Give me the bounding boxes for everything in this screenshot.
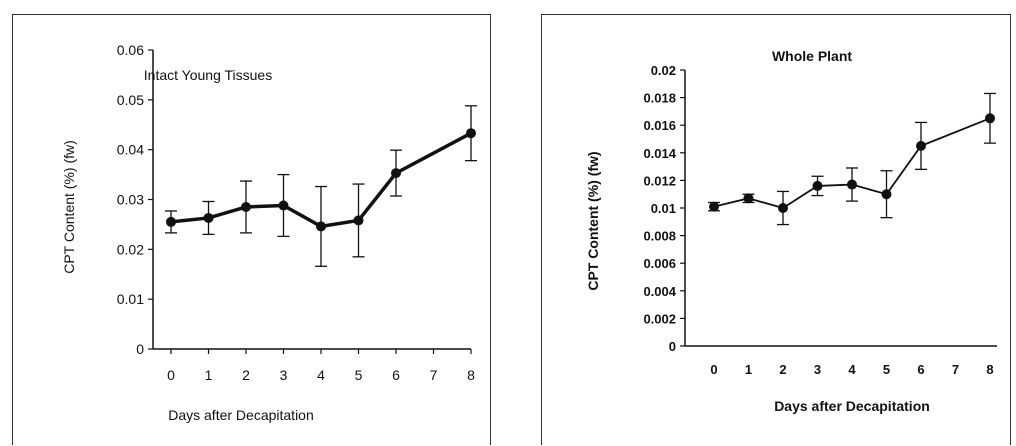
x-tick-label: 7	[952, 362, 959, 377]
data-point	[241, 201, 251, 212]
x-tick-label: 8	[467, 367, 475, 383]
x-tick-label: 5	[883, 362, 890, 377]
y-tick-label: 0.06	[117, 42, 144, 58]
y-tick-label: 0.03	[117, 192, 144, 208]
x-tick-label: 5	[355, 367, 363, 383]
y-tick-label: 0.018	[643, 91, 676, 106]
data-point	[391, 168, 401, 179]
x-tick-label: 2	[779, 362, 786, 377]
x-tick-label: 1	[745, 362, 752, 377]
x-tick-label: 7	[430, 367, 438, 383]
x-tick-label: 3	[280, 367, 288, 383]
x-tick-label: 1	[205, 367, 213, 383]
y-axis-label: CPT Content (%) (fw)	[585, 151, 601, 290]
x-axis-label: Days after Decapitation	[168, 407, 314, 423]
chart-whole-plant: Whole Plant Days after Decapitation CPT …	[585, 48, 997, 414]
x-tick-label: 0	[710, 362, 717, 377]
data-point	[812, 180, 823, 191]
data-point	[166, 216, 176, 227]
y-tick-label: 0	[136, 341, 144, 357]
series-line	[170, 131, 472, 229]
data-point	[316, 221, 326, 232]
x-tick-label: 6	[917, 362, 924, 377]
series-line	[713, 117, 991, 209]
x-tick-label: 4	[317, 367, 325, 383]
x-tick-label: 6	[392, 367, 400, 383]
data-point	[203, 212, 214, 223]
chart-panel-whole-plant: Whole Plant Days after Decapitation CPT …	[541, 14, 1011, 445]
data-point	[709, 201, 719, 212]
x-axis-label: Days after Decapitation	[774, 398, 930, 414]
y-tick-label: 0	[669, 339, 676, 354]
data-point	[778, 203, 788, 213]
data-point	[743, 193, 754, 204]
chart-intact-young-tissues: Intact Young Tissues Days after Decapita…	[61, 42, 477, 423]
data-point	[881, 189, 892, 200]
chart-title: Whole Plant	[772, 48, 852, 64]
data-point	[278, 200, 289, 211]
y-tick-label: 0.01	[117, 291, 144, 307]
data-point	[916, 140, 926, 151]
y-tick-label: 0.014	[643, 146, 676, 161]
y-axis-label: CPT Content (%) (fw)	[61, 140, 77, 274]
data-point	[847, 179, 857, 190]
chart-panel-intact-young-tissues: Intact Young Tissues Days after Decapita…	[12, 14, 491, 445]
data-point	[353, 215, 364, 226]
y-tick-label: 0.012	[643, 173, 676, 188]
y-tick-label: 0.006	[643, 256, 676, 271]
x-tick-label: 2	[242, 367, 250, 383]
y-tick-label: 0.002	[643, 311, 676, 326]
y-tick-label: 0.004	[643, 284, 676, 299]
data-point	[466, 128, 476, 139]
x-tick-label: 0	[167, 367, 175, 383]
x-tick-label: 4	[848, 362, 856, 377]
y-tick-label: 0.01	[651, 201, 676, 216]
y-tick-label: 0.04	[117, 142, 144, 158]
y-tick-label: 0.008	[643, 229, 676, 244]
chart-title: Intact Young Tissues	[144, 67, 272, 83]
y-tick-label: 0.02	[117, 241, 144, 257]
y-tick-label: 0.016	[643, 118, 676, 133]
x-tick-label: 3	[814, 362, 821, 377]
x-tick-label: 8	[986, 362, 993, 377]
y-tick-label: 0.05	[117, 92, 144, 108]
y-tick-label: 0.02	[651, 63, 676, 78]
data-point	[985, 113, 995, 124]
